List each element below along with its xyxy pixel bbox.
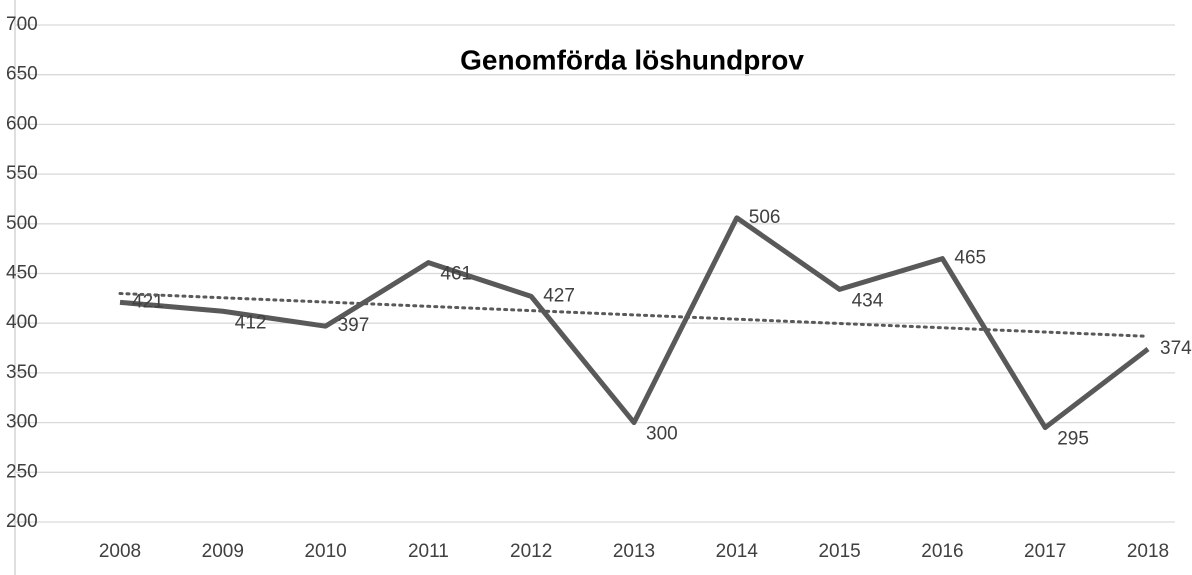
x-tick-label: 2017 <box>1024 541 1066 562</box>
trendline <box>118 291 1150 338</box>
y-tick-label: 600 <box>6 113 38 134</box>
data-label: 461 <box>440 264 472 285</box>
x-tick-label: 2015 <box>818 541 860 562</box>
x-tick-label: 2009 <box>202 541 244 562</box>
x-tick-label: 2016 <box>921 541 963 562</box>
x-tick-label: 2018 <box>1127 541 1169 562</box>
x-tick-label: 2014 <box>716 541 759 562</box>
y-tick-label: 250 <box>6 461 38 482</box>
data-label: 506 <box>749 207 781 228</box>
chart-title: Genomförda löshundprov <box>460 44 804 75</box>
data-label: 421 <box>132 291 164 312</box>
y-tick-label: 550 <box>6 163 38 184</box>
data-label: 300 <box>646 424 678 445</box>
x-tick-label: 2010 <box>304 541 346 562</box>
y-tick-label: 700 <box>6 14 38 35</box>
data-label: 434 <box>852 290 884 311</box>
x-tick-label: 2011 <box>408 541 449 562</box>
data-label: 397 <box>338 315 370 336</box>
data-label: 412 <box>235 312 267 333</box>
x-tick-label: 2012 <box>510 541 552 562</box>
y-tick-label: 400 <box>6 312 38 333</box>
data-label: 295 <box>1057 429 1089 450</box>
data-label: 374 <box>1160 338 1192 359</box>
data-label: 465 <box>954 248 986 269</box>
data-line <box>119 215 1150 431</box>
y-tick-label: 200 <box>6 511 38 532</box>
x-tick-label: 2008 <box>99 541 141 562</box>
y-tick-label: 500 <box>6 213 38 234</box>
y-tick-label: 450 <box>6 263 38 284</box>
y-tick-label: 650 <box>6 64 38 85</box>
y-tick-label: 300 <box>6 412 38 433</box>
x-tick-label: 2013 <box>613 541 655 562</box>
y-tick-label: 350 <box>6 362 38 383</box>
data-label: 427 <box>543 285 575 306</box>
